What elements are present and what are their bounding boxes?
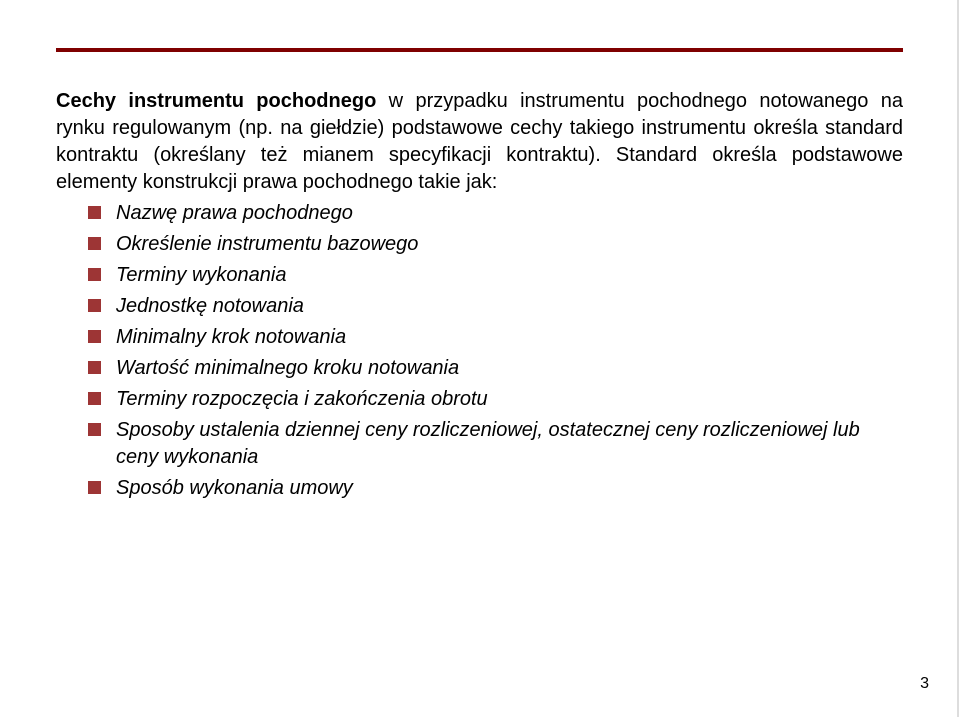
list-item: Sposoby ustalenia dziennej ceny rozlicze… [116, 417, 903, 471]
content-block: Cechy instrumentu pochodnego w przypadku… [56, 88, 903, 502]
bullet-list: Nazwę prawa pochodnego Określenie instru… [56, 200, 903, 502]
heading-text: Cechy instrumentu pochodnego w przypadku… [56, 90, 903, 193]
list-item-label: Sposoby ustalenia dziennej ceny rozlicze… [116, 419, 860, 468]
square-bullet-icon [88, 361, 101, 374]
list-item-label: Nazwę prawa pochodnego [116, 202, 353, 224]
list-item: Określenie instrumentu bazowego [116, 231, 903, 258]
square-bullet-icon [88, 268, 101, 281]
square-bullet-icon [88, 206, 101, 219]
square-bullet-icon [88, 330, 101, 343]
square-bullet-icon [88, 423, 101, 436]
list-item: Terminy rozpoczęcia i zakończenia obrotu [116, 386, 903, 413]
list-item-label: Terminy wykonania [116, 264, 286, 286]
intro-paragraph: Cechy instrumentu pochodnego w przypadku… [56, 88, 903, 196]
square-bullet-icon [88, 392, 101, 405]
list-item-label: Minimalny krok notowania [116, 326, 346, 348]
square-bullet-icon [88, 237, 101, 250]
top-rule [56, 48, 903, 52]
slide-page: Cechy instrumentu pochodnego w przypadku… [0, 0, 959, 717]
list-item-label: Jednostkę notowania [116, 295, 304, 317]
list-item: Wartość minimalnego kroku notowania [116, 355, 903, 382]
page-number: 3 [920, 675, 929, 693]
list-item-label: Wartość minimalnego kroku notowania [116, 357, 459, 379]
list-item: Jednostkę notowania [116, 293, 903, 320]
list-item: Minimalny krok notowania [116, 324, 903, 351]
list-item: Terminy wykonania [116, 262, 903, 289]
square-bullet-icon [88, 299, 101, 312]
list-item-label: Terminy rozpoczęcia i zakończenia obrotu [116, 388, 488, 410]
list-item: Sposób wykonania umowy [116, 475, 903, 502]
list-item-label: Określenie instrumentu bazowego [116, 233, 418, 255]
list-item: Nazwę prawa pochodnego [116, 200, 903, 227]
list-item-label: Sposób wykonania umowy [116, 477, 353, 499]
square-bullet-icon [88, 481, 101, 494]
